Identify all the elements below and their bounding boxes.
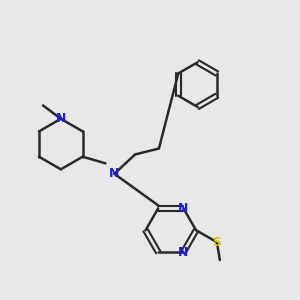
Text: S: S: [212, 236, 221, 249]
Text: N: N: [109, 167, 119, 180]
Text: N: N: [178, 202, 189, 215]
Text: N: N: [56, 112, 66, 125]
Text: N: N: [178, 246, 189, 259]
